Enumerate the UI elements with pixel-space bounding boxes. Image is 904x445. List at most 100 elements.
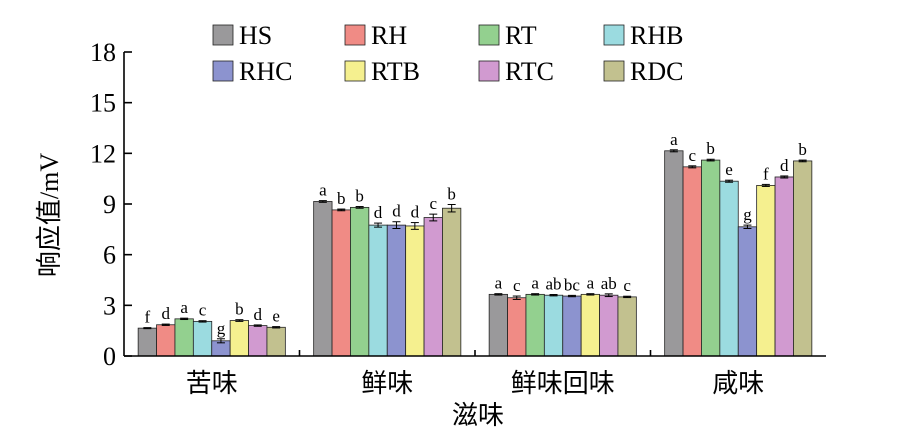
significance-label: b <box>447 185 456 204</box>
significance-label: d <box>162 304 171 323</box>
bar <box>229 320 249 357</box>
significance-label: a <box>180 298 188 317</box>
x-tick-label: 咸味 <box>712 369 764 398</box>
significance-label: f <box>763 164 769 183</box>
y-tick-label: 15 <box>90 89 116 118</box>
legend-swatch <box>478 24 500 46</box>
legend-label: RTB <box>371 57 420 86</box>
legend-swatch <box>603 60 625 82</box>
bar <box>192 320 213 357</box>
bar <box>248 325 268 357</box>
significance-label: a <box>319 181 327 200</box>
bar <box>543 294 564 357</box>
bar <box>793 160 813 357</box>
significance-label: d <box>392 202 401 221</box>
legend-swatch <box>344 60 366 82</box>
x-tick-label: 鲜味回味 <box>511 369 615 398</box>
significance-label: g <box>743 205 752 224</box>
y-tick-label: 9 <box>103 190 116 219</box>
significance-label: c <box>429 194 437 213</box>
x-tick-label: 鲜味 <box>361 369 413 398</box>
significance-label: d <box>374 203 383 222</box>
bar <box>562 295 582 357</box>
significance-label: b <box>235 300 244 319</box>
legend-item: RH <box>344 21 407 50</box>
bar <box>137 327 157 357</box>
bar <box>774 176 794 357</box>
bar <box>719 180 739 357</box>
significance-label: f <box>145 308 151 327</box>
y-axis-title: 响应值/mV <box>35 153 64 277</box>
legend-label: RT <box>505 21 537 50</box>
significance-label: c <box>199 301 207 320</box>
y-tick-label: 12 <box>90 139 116 168</box>
legend-swatch <box>212 24 234 46</box>
legend-label: RH <box>371 21 407 50</box>
bar <box>442 207 462 357</box>
significance-label: c <box>688 146 696 165</box>
significance-label: a <box>531 274 539 293</box>
legend-label: RHC <box>239 57 292 86</box>
significance-label: b <box>337 189 346 208</box>
significance-label: d <box>780 156 789 175</box>
bar <box>156 324 176 357</box>
legend-item: RHC <box>212 57 292 86</box>
legend-item: RDC <box>603 57 683 86</box>
y-tick-label: 3 <box>103 291 116 320</box>
bar <box>617 296 637 357</box>
significance-label: d <box>411 203 420 222</box>
significance-label: b <box>706 139 715 158</box>
legend-swatch <box>212 60 234 82</box>
significance-label: ab <box>546 275 562 294</box>
x-tick-label: 苦味 <box>186 369 238 398</box>
significance-label: c <box>623 276 631 295</box>
legend: HS RH RT RHB RHC RTB RTC RDC <box>212 21 683 86</box>
bar <box>756 185 776 357</box>
legend-swatch <box>478 60 500 82</box>
bar <box>664 150 684 357</box>
significance-label: b <box>798 140 807 159</box>
x-axis-title: 滋味 <box>452 401 504 430</box>
bar <box>682 166 702 357</box>
legend-label: RTC <box>505 57 554 86</box>
bar <box>386 224 407 357</box>
bar <box>313 201 333 357</box>
bar <box>580 293 600 357</box>
significance-label: c <box>513 276 521 295</box>
bar <box>737 226 758 357</box>
bar <box>174 318 194 357</box>
legend-label: HS <box>239 21 272 50</box>
bar <box>599 294 619 357</box>
significance-label: b <box>355 187 364 206</box>
bar <box>488 293 508 357</box>
y-tick-label: 6 <box>103 241 116 270</box>
y-tick-label: 0 <box>103 342 116 371</box>
bar <box>405 225 425 357</box>
legend-label: RHB <box>630 21 683 50</box>
legend-swatch <box>344 24 366 46</box>
legend-item: RT <box>478 21 537 50</box>
bar <box>350 206 370 357</box>
significance-label: a <box>495 274 503 293</box>
legend-label: RDC <box>630 57 683 86</box>
bar <box>368 224 388 357</box>
significance-label: bc <box>564 275 581 294</box>
bar <box>701 159 721 357</box>
significance-label: g <box>217 319 226 338</box>
bar <box>266 326 286 357</box>
bar <box>331 209 351 357</box>
x-axis: 苦味 鲜味 鲜味回味 咸味 <box>124 350 826 398</box>
y-axis: 0 3 6 9 12 15 18 <box>90 38 132 371</box>
significance-label: ab <box>601 274 617 293</box>
bar <box>423 217 443 357</box>
legend-item: RTB <box>344 57 420 86</box>
bar <box>525 293 545 357</box>
legend-swatch <box>603 24 625 46</box>
significance-label: a <box>587 274 595 293</box>
legend-item: HS <box>212 21 272 50</box>
significance-label: e <box>272 307 280 326</box>
legend-item: RTC <box>478 57 554 86</box>
y-tick-label: 18 <box>90 38 116 67</box>
